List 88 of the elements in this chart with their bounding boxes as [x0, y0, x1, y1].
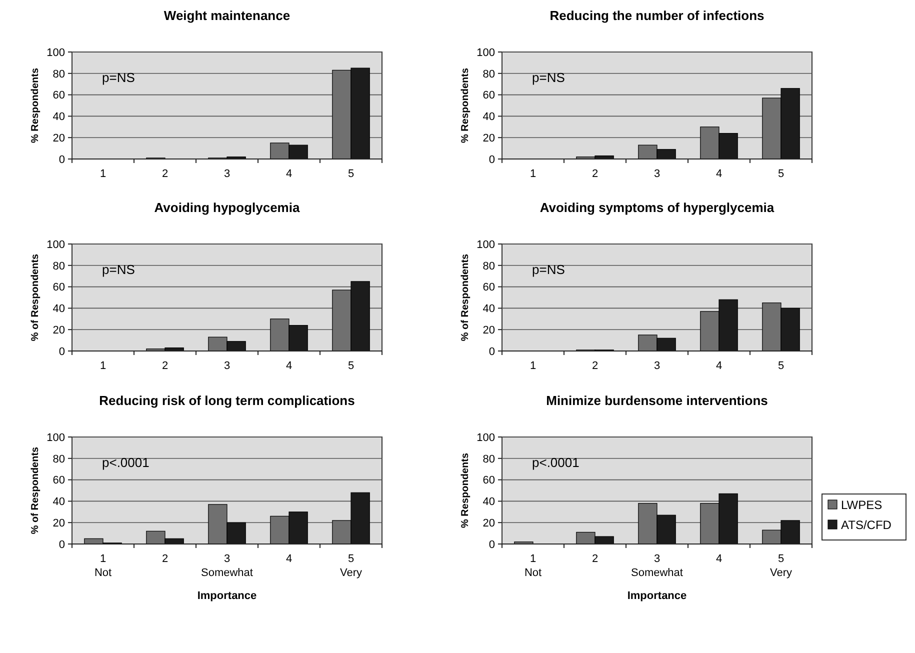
y-tick-label: 100	[476, 46, 495, 59]
x-axis-title: Importance	[197, 590, 257, 602]
x-tick-label: 4	[286, 168, 292, 180]
y-tick-label: 100	[476, 238, 495, 251]
x-tick-label: 1	[100, 168, 106, 180]
chart-title: Avoiding hypoglycemia	[154, 200, 300, 215]
y-tick-label: 100	[476, 432, 495, 444]
y-tick-label: 20	[52, 132, 65, 144]
x-tick-label: 2	[162, 553, 168, 565]
y-tick-label: 0	[488, 154, 495, 166]
x-tick-label: 5 Very	[770, 553, 793, 579]
y-tick-label: 60	[482, 282, 495, 294]
y-tick-label: 20	[52, 517, 65, 530]
y-tick-label: 80	[52, 68, 65, 80]
y-tick-label: 80	[482, 68, 495, 80]
x-tick-label: 2	[592, 360, 598, 372]
y-tick-label: 40	[482, 111, 495, 124]
annotation: p=NS	[532, 70, 566, 85]
annotation: p=NS	[102, 70, 136, 85]
y-tick-label: 60	[52, 90, 65, 102]
legend-label: ATS/CFD	[841, 518, 892, 532]
x-tick-label: 1	[530, 360, 536, 372]
y-tick-label: 20	[482, 324, 495, 336]
x-tick-label: 5	[348, 168, 354, 180]
y-tick-label: 40	[482, 303, 495, 316]
y-tick-label: 0	[58, 154, 65, 166]
x-tick-label: 1 Not	[94, 553, 112, 579]
y-tick-label: 80	[482, 260, 495, 272]
x-tick-label: 5	[778, 360, 784, 372]
annotation: p=NS	[102, 262, 136, 277]
y-tick-label: 40	[52, 303, 65, 316]
y-axis-title: % of Respondents	[30, 253, 41, 342]
y-tick-label: 20	[52, 324, 65, 336]
legend-label: LWPES	[841, 498, 882, 512]
y-axis-title: % Respondents	[460, 452, 471, 528]
chart-title: Minimize burdensome interventions	[546, 393, 768, 408]
y-tick-label: 60	[52, 282, 65, 294]
x-tick-label: 3	[654, 168, 660, 180]
y-tick-label: 60	[52, 474, 65, 487]
chart-title: Reducing risk of long term complications	[99, 393, 355, 408]
x-tick-label: 1	[530, 168, 536, 180]
y-tick-label: 20	[482, 132, 495, 144]
x-tick-label: 4	[716, 553, 722, 565]
y-tick-label: 100	[46, 432, 65, 444]
x-tick-label: 2	[162, 360, 168, 372]
y-tick-label: 0	[488, 346, 495, 358]
x-tick-label: 3 Somewhat	[631, 553, 683, 579]
y-tick-label: 40	[52, 496, 65, 508]
x-tick-label: 1 Not	[524, 553, 542, 579]
y-axis-title: % Respondents	[30, 68, 41, 144]
y-tick-label: 60	[482, 474, 495, 487]
y-axis-title: % of Respondents	[30, 446, 41, 534]
y-axis-title: % Respondents	[460, 68, 471, 144]
x-tick-label: 2	[592, 168, 598, 180]
annotation: p=NS	[532, 262, 566, 277]
y-tick-label: 0	[58, 346, 65, 358]
annotation: p<.0001	[532, 455, 580, 470]
x-tick-label: 2	[592, 553, 598, 565]
chart-title: Avoiding symptoms of hyperglycemia	[540, 200, 775, 215]
x-tick-label: 3	[224, 360, 230, 372]
y-tick-label: 60	[482, 90, 495, 102]
chart-title: Weight maintenance	[164, 8, 290, 23]
x-tick-label: 4	[716, 360, 722, 372]
y-tick-label: 0	[58, 538, 65, 551]
y-tick-label: 80	[52, 453, 65, 466]
x-tick-label: 5	[778, 168, 784, 180]
y-tick-label: 20	[482, 517, 495, 530]
x-tick-label: 4	[716, 168, 722, 180]
x-tick-label: 1	[100, 360, 106, 372]
x-tick-label: 4	[286, 360, 292, 372]
x-tick-label: 3	[224, 168, 230, 180]
y-axis-title: % of Respondents	[460, 253, 471, 342]
x-axis-title: Importance	[627, 590, 687, 602]
annotation: p<.0001	[102, 455, 150, 470]
x-tick-label: 5	[348, 360, 354, 372]
y-tick-label: 0	[488, 538, 495, 551]
y-tick-label: 80	[52, 260, 65, 272]
y-tick-label: 100	[46, 238, 65, 251]
x-tick-label: 3 Somewhat	[201, 553, 253, 579]
x-tick-label: 5 Very	[340, 553, 363, 579]
x-tick-label: 3	[654, 360, 660, 372]
x-tick-label: 4	[286, 553, 292, 565]
y-tick-label: 40	[482, 496, 495, 508]
y-tick-label: 80	[482, 453, 495, 466]
chart-title: Reducing the number of infections	[550, 8, 764, 23]
x-tick-label: 2	[162, 168, 168, 180]
y-tick-label: 100	[46, 46, 65, 59]
y-tick-label: 40	[52, 111, 65, 124]
